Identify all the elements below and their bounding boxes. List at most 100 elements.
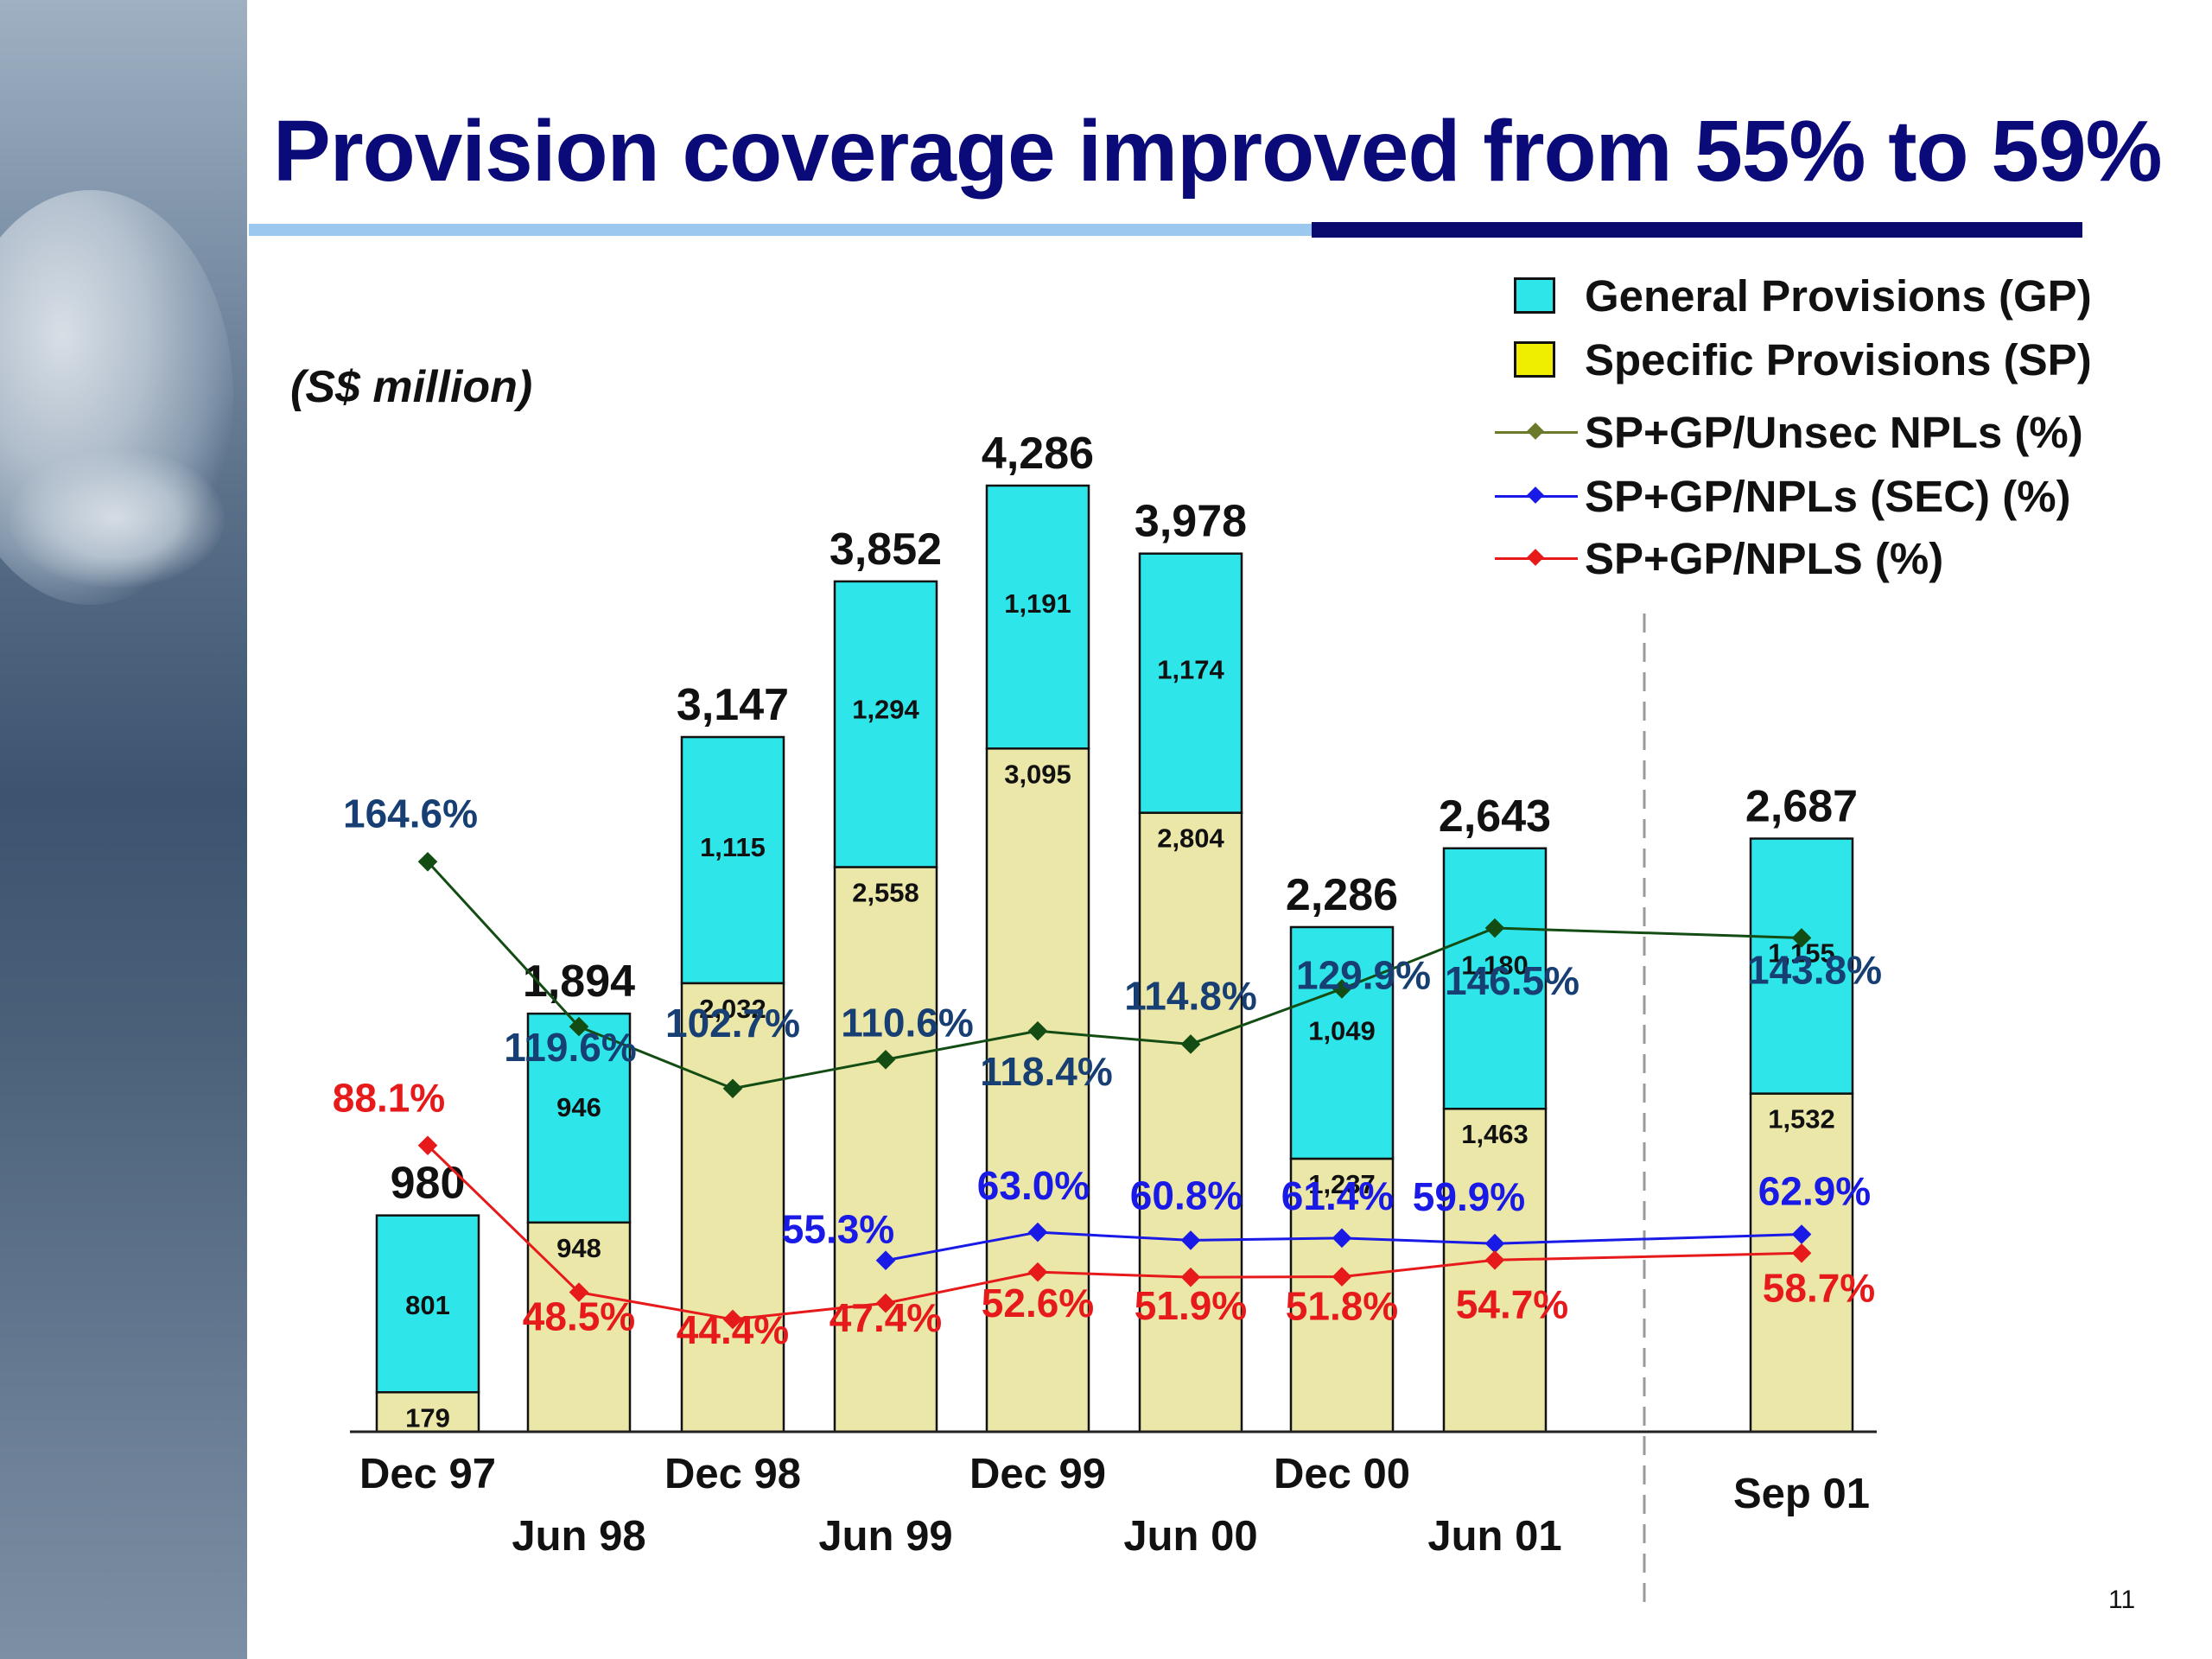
unsec-ratio-label: 110.6% <box>841 1000 973 1045</box>
unsec-ratio-label: 102.7% <box>665 1001 800 1046</box>
total-label: 3,978 <box>1135 497 1247 547</box>
sp-value-label: 948 <box>556 1233 601 1263</box>
unsec-ratio-marker <box>569 1016 589 1037</box>
unsec-ratio-marker <box>417 851 438 872</box>
total-label: 3,147 <box>677 680 789 730</box>
unsec-ratio-label: 118.4% <box>980 1049 1112 1094</box>
bar-gp <box>1289 925 1395 1160</box>
sp-value-label: 3,095 <box>1004 759 1071 789</box>
gp-value-label: 946 <box>556 1092 601 1122</box>
legend-line-unsec <box>1495 406 1578 458</box>
unsec-ratio-label: 164.6% <box>343 791 478 836</box>
npls-ratio-label: 51.8% <box>1286 1284 1398 1329</box>
unsec-ratio-label: 129.9% <box>1296 952 1431 997</box>
sp-value-label: 1,463 <box>1461 1119 1529 1149</box>
sec-ratio-label: 55.3% <box>782 1207 894 1252</box>
page-number: 11 <box>2108 1586 2136 1614</box>
sp-value-label: 2,804 <box>1157 823 1224 854</box>
npls-ratio-marker <box>1180 1267 1201 1287</box>
bar-gp <box>375 1214 480 1394</box>
bar-sp <box>1138 811 1243 1433</box>
unsec-ratio-label: 114.8% <box>1124 973 1256 1018</box>
unsec-ratio-marker <box>1180 1034 1201 1054</box>
legend-item-gp: General Provisions (GP) <box>1495 270 2092 321</box>
total-label: 1,894 <box>523 957 635 1007</box>
sec-ratio-label: 62.9% <box>1758 1169 1871 1214</box>
legend-line-sec <box>1495 470 1578 522</box>
npls-ratio-label: 52.6% <box>982 1281 1094 1325</box>
gp-value-label: 1,115 <box>700 832 766 862</box>
unsec-ratio-label: 146.5% <box>1445 958 1580 1003</box>
total-label: 2,286 <box>1286 870 1398 920</box>
legend-line-npls <box>1495 532 1578 584</box>
legend-label-gp: General Provisions (GP) <box>1585 270 2092 321</box>
bar-gp <box>1442 847 1548 1110</box>
gp-value-label: 1,174 <box>1157 655 1224 685</box>
bar-gp <box>833 580 938 868</box>
x-tick-label: Jun 00 <box>1123 1513 1257 1560</box>
total-label: 2,687 <box>1745 782 1858 832</box>
legend-item-sec: SP+GP/NPLs (SEC) (%) <box>1495 470 2071 522</box>
bar-sp <box>1289 1157 1395 1433</box>
legend-label-unsec: SP+GP/Unsec NPLs (%) <box>1585 407 2083 457</box>
legend-label-npls: SP+GP/NPLS (%) <box>1585 533 1944 583</box>
bar-gp <box>1749 837 1854 1095</box>
sp-value-label: 1,237 <box>1308 1169 1376 1199</box>
x-tick-label: Jun 01 <box>1427 1513 1561 1560</box>
npls-ratio-label: 47.4% <box>830 1295 942 1340</box>
legend-item-unsec: SP+GP/Unsec NPLs (%) <box>1495 406 2083 458</box>
x-tick-label: Sep 01 <box>1733 1471 1870 1517</box>
gp-value-label: 1,180 <box>1461 950 1529 980</box>
x-tick-label: Dec 00 <box>1274 1451 1410 1497</box>
x-tick-label: Dec 98 <box>664 1451 801 1497</box>
legend-label-sp: Specific Provisions (SP) <box>1585 334 2092 385</box>
dbs-sidebar-image: DBS <box>0 0 247 1659</box>
npls-ratio-label: 88.1% <box>333 1076 445 1121</box>
x-tick-label: Dec 99 <box>969 1451 1106 1497</box>
sp-value-label: 2,032 <box>699 994 766 1024</box>
sp-value-label: 1,532 <box>1768 1104 1835 1135</box>
npls-ratio-marker <box>1484 1249 1505 1270</box>
gp-value-label: 801 <box>405 1290 450 1320</box>
legend-item-npls: SP+GP/NPLS (%) <box>1495 532 1943 584</box>
dbs-logo: DBS <box>212 1080 247 1475</box>
bar-sp <box>1442 1107 1548 1433</box>
npls-ratio-label: 44.4% <box>677 1307 789 1352</box>
x-tick-label: Jun 99 <box>818 1513 952 1560</box>
bar-sp <box>680 982 785 1433</box>
gp-value-label: 1,049 <box>1308 1016 1376 1046</box>
total-label: 980 <box>391 1159 466 1209</box>
total-label: 3,852 <box>830 524 942 575</box>
bar-gp <box>526 1012 632 1224</box>
unsec-ratio-marker <box>1332 979 1352 999</box>
npls-ratio-marker <box>1027 1262 1048 1282</box>
legend-label-sec: SP+GP/NPLs (SEC) (%) <box>1585 471 2071 521</box>
unsec-ratio-marker <box>1484 918 1505 938</box>
total-label: 4,286 <box>982 429 1094 479</box>
npls-ratio-label: 51.9% <box>1135 1283 1247 1328</box>
total-label: 2,643 <box>1439 791 1551 842</box>
gp-value-label: 1,294 <box>852 695 919 725</box>
x-tick-label: Jun 98 <box>512 1513 645 1560</box>
bar-gp <box>680 735 785 985</box>
bar-gp <box>1138 552 1243 814</box>
sec-ratio-label: 59.9% <box>1413 1174 1525 1219</box>
sec-ratio-marker <box>1332 1228 1352 1249</box>
npls-ratio-label: 54.7% <box>1456 1281 1568 1326</box>
bar-sp <box>833 866 938 1433</box>
sec-ratio-label: 61.4% <box>1281 1173 1394 1218</box>
sp-value-label: 179 <box>405 1402 450 1433</box>
sec-ratio-label: 60.8% <box>1130 1173 1243 1217</box>
sec-ratio-label: 63.0% <box>977 1163 1090 1208</box>
bar-gp <box>985 484 1090 750</box>
npls-ratio-marker <box>417 1135 438 1155</box>
npls-ratio-marker <box>875 1293 896 1313</box>
sec-ratio-line <box>885 1230 1802 1262</box>
legend-swatch-sp <box>1514 341 1555 378</box>
bar-sp <box>985 747 1090 1433</box>
unsec-ratio-label: 119.6% <box>504 1025 636 1070</box>
legend-item-sp: Specific Provisions (SP) <box>1495 334 2092 385</box>
sec-ratio-marker <box>1180 1230 1201 1250</box>
npls-ratio-marker <box>569 1282 589 1302</box>
